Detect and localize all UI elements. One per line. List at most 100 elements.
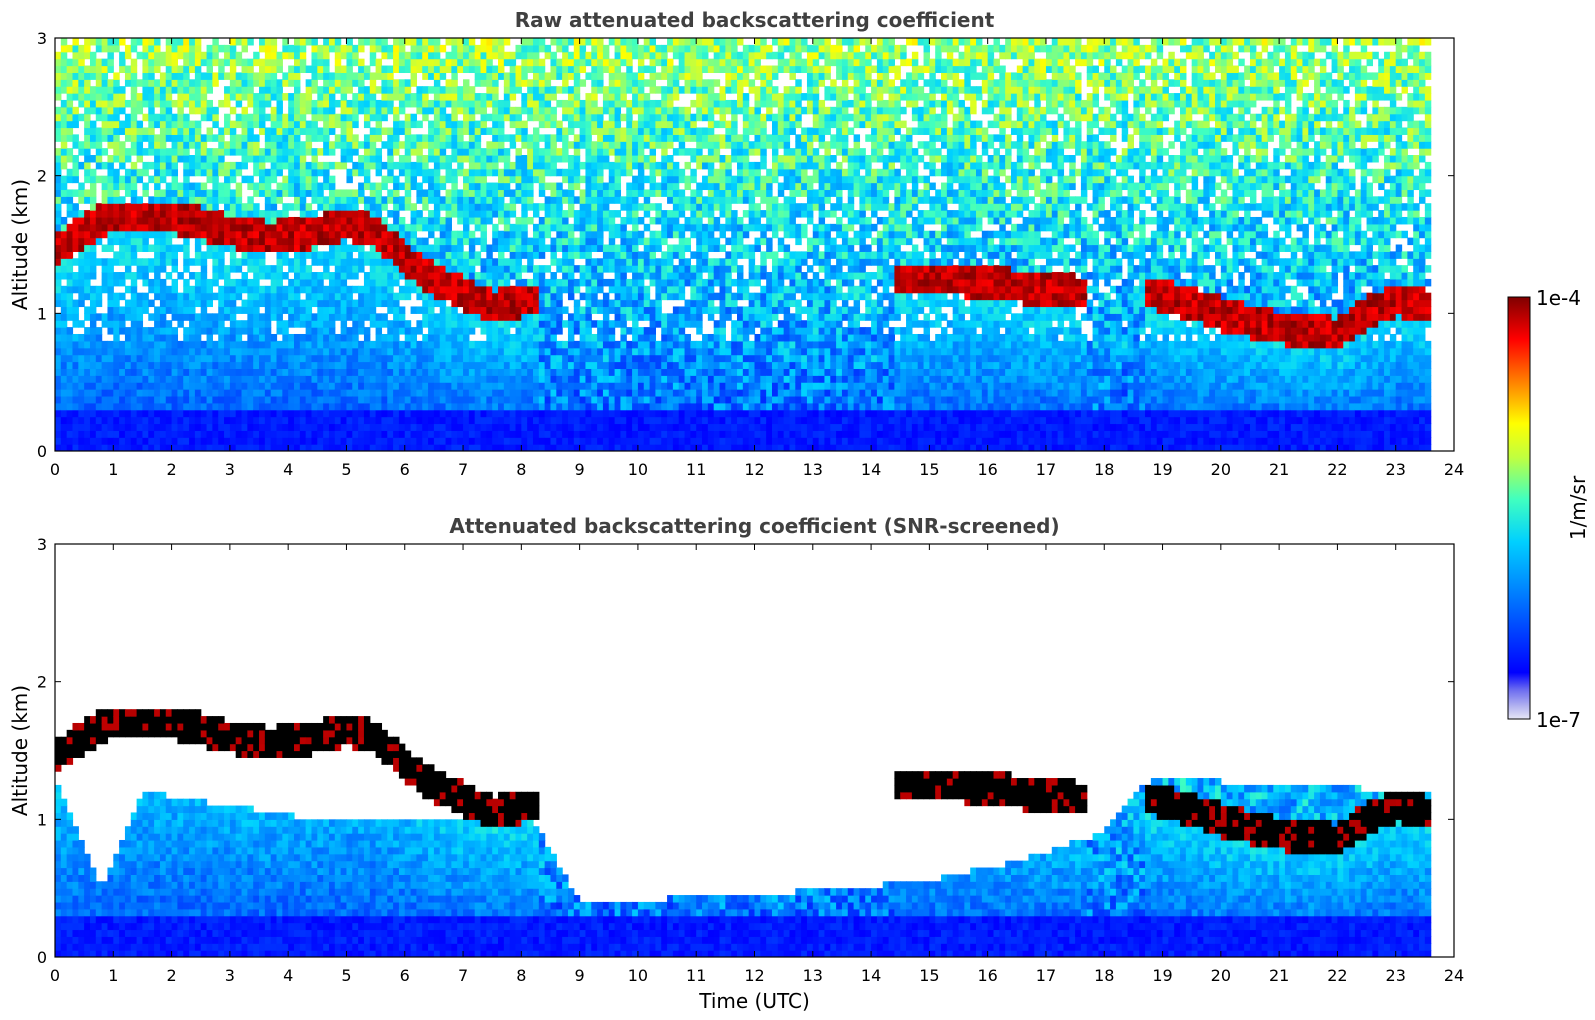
heatmap-cell [299, 251, 307, 259]
heatmap-cell [328, 44, 336, 53]
heatmap-cell [107, 299, 114, 308]
heatmap-cell [352, 58, 359, 67]
heatmap-cell [200, 272, 208, 280]
heatmap-cell [597, 203, 604, 211]
heatmap-cell [527, 51, 534, 60]
heatmap-cell [515, 230, 522, 239]
heatmap-cell [148, 72, 155, 80]
heatmap-cell [101, 161, 109, 170]
heatmap-cell [457, 292, 464, 301]
heatmap-cell [294, 437, 301, 445]
heatmap-cell [346, 189, 353, 197]
heatmap-cell [521, 299, 528, 308]
heatmap-cell [340, 155, 348, 163]
heatmap-cell [363, 285, 371, 294]
heatmap-cell [95, 223, 103, 232]
heatmap-cell [72, 72, 79, 80]
heatmap-cell [229, 258, 237, 266]
heatmap-cell [404, 182, 412, 191]
heatmap-cell [101, 106, 109, 115]
heatmap-cell [171, 79, 179, 87]
heatmap-cell [340, 44, 348, 53]
heatmap-cell [247, 127, 254, 135]
heatmap-cell [474, 134, 482, 142]
heatmap-cell [159, 265, 167, 273]
heatmap-cell [311, 58, 318, 67]
heatmap-cell [282, 113, 289, 122]
heatmap-cell [567, 292, 575, 301]
heatmap-cell [532, 285, 540, 294]
heatmap-cell [567, 203, 575, 211]
heatmap-cell [352, 416, 359, 425]
heatmap-cell [229, 313, 237, 321]
heatmap-cell [142, 416, 149, 425]
heatmap-cell [422, 113, 429, 122]
heatmap-cell [241, 223, 248, 232]
heatmap-cell [515, 265, 522, 273]
heatmap-cell [270, 444, 278, 451]
heatmap-cell [264, 203, 272, 211]
heatmap-cell [567, 99, 575, 108]
heatmap-cell [183, 244, 190, 252]
heatmap-cell [323, 444, 330, 451]
heatmap-cell [229, 120, 237, 129]
heatmap-cell [567, 196, 575, 204]
heatmap-cell [439, 251, 447, 259]
heatmap-cell [154, 134, 161, 142]
heatmap-cell [235, 368, 243, 376]
heatmap-cell [369, 258, 377, 266]
heatmap-cell [142, 272, 149, 280]
heatmap-cell [328, 292, 336, 301]
heatmap-cell [60, 86, 68, 94]
heatmap-cell [136, 382, 144, 390]
heatmap-cell [346, 223, 353, 232]
heatmap-cell [218, 223, 225, 232]
heatmap-cell [597, 444, 604, 451]
heatmap-cell [591, 86, 598, 94]
heatmap-cell [334, 368, 342, 376]
heatmap-cell [124, 368, 132, 376]
heatmap-cell [299, 382, 307, 390]
heatmap-cell [503, 258, 511, 266]
heatmap-cell [363, 251, 371, 259]
heatmap-cell [422, 382, 429, 390]
heatmap-cell [428, 134, 435, 142]
heatmap-cell [171, 134, 179, 142]
heatmap-cell [206, 237, 213, 246]
heatmap-cell [358, 251, 365, 259]
heatmap-cell [556, 430, 563, 438]
heatmap-cell [247, 251, 254, 259]
heatmap-cell [521, 38, 528, 46]
heatmap-cell [416, 251, 423, 259]
heatmap-cell [509, 196, 517, 204]
heatmap-cell [194, 354, 202, 363]
heatmap-cell [492, 299, 499, 308]
heatmap-cell [229, 354, 237, 363]
heatmap-cell [294, 258, 301, 266]
heatmap-cell [218, 244, 225, 252]
heatmap-cell [521, 395, 528, 404]
heatmap-cell [259, 58, 266, 67]
heatmap-cell [189, 168, 196, 177]
heatmap-cell [381, 423, 388, 431]
heatmap-cell [154, 409, 161, 418]
heatmap-cell [492, 203, 499, 211]
heatmap-cell [206, 175, 213, 184]
heatmap-cell [509, 299, 517, 308]
heatmap-cell [433, 340, 441, 349]
heatmap-cell [200, 278, 208, 287]
heatmap-cell [585, 99, 592, 108]
heatmap-cell [387, 127, 394, 135]
heatmap-cell [159, 389, 167, 397]
heatmap-cell [602, 389, 610, 397]
heatmap-cell [124, 251, 132, 259]
heatmap-cell [259, 444, 266, 451]
heatmap-cell [439, 430, 447, 438]
heatmap-cell [509, 79, 517, 87]
heatmap-cell [509, 51, 517, 60]
heatmap-cell [381, 265, 388, 273]
heatmap-cell [177, 354, 184, 363]
heatmap-cell [433, 79, 441, 87]
heatmap-cell [317, 230, 324, 239]
heatmap-cell [264, 230, 272, 239]
